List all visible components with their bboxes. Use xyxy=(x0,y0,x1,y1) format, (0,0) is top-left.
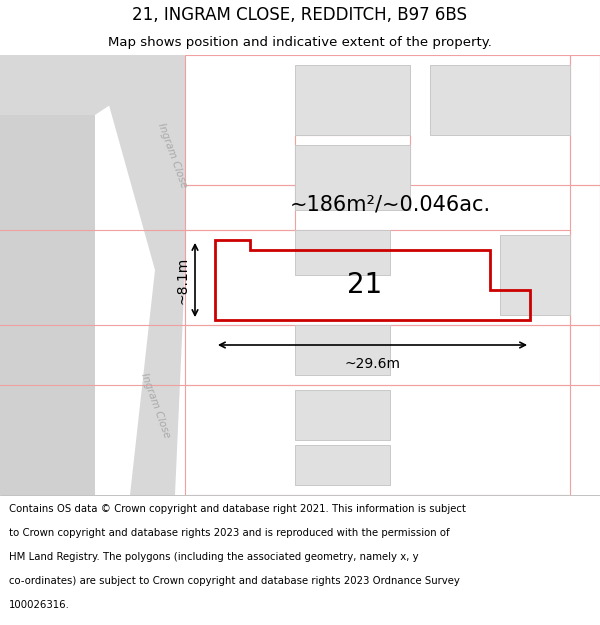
Polygon shape xyxy=(295,230,390,275)
Text: Map shows position and indicative extent of the property.: Map shows position and indicative extent… xyxy=(108,36,492,49)
Text: 21, INGRAM CLOSE, REDDITCH, B97 6BS: 21, INGRAM CLOSE, REDDITCH, B97 6BS xyxy=(133,6,467,24)
Text: ~186m²/~0.046ac.: ~186m²/~0.046ac. xyxy=(289,195,491,215)
Text: 100026316.: 100026316. xyxy=(9,600,70,610)
Polygon shape xyxy=(130,270,185,495)
Polygon shape xyxy=(500,235,570,315)
Text: HM Land Registry. The polygons (including the associated geometry, namely x, y: HM Land Registry. The polygons (includin… xyxy=(9,552,419,562)
Polygon shape xyxy=(0,55,95,495)
Polygon shape xyxy=(295,445,390,485)
Text: Ingram Close: Ingram Close xyxy=(139,371,172,439)
Polygon shape xyxy=(0,55,185,115)
Polygon shape xyxy=(295,390,390,440)
Text: to Crown copyright and database rights 2023 and is reproduced with the permissio: to Crown copyright and database rights 2… xyxy=(9,528,449,538)
Polygon shape xyxy=(295,145,410,210)
Text: ~8.1m: ~8.1m xyxy=(176,256,190,304)
Text: Contains OS data © Crown copyright and database right 2021. This information is : Contains OS data © Crown copyright and d… xyxy=(9,504,466,514)
Text: co-ordinates) are subject to Crown copyright and database rights 2023 Ordnance S: co-ordinates) are subject to Crown copyr… xyxy=(9,576,460,586)
Polygon shape xyxy=(430,65,570,135)
Text: Ingram Close: Ingram Close xyxy=(155,121,188,189)
Polygon shape xyxy=(295,65,410,135)
Polygon shape xyxy=(95,55,185,270)
Text: 21: 21 xyxy=(347,271,383,299)
Polygon shape xyxy=(295,325,390,375)
Text: ~29.6m: ~29.6m xyxy=(344,357,401,371)
